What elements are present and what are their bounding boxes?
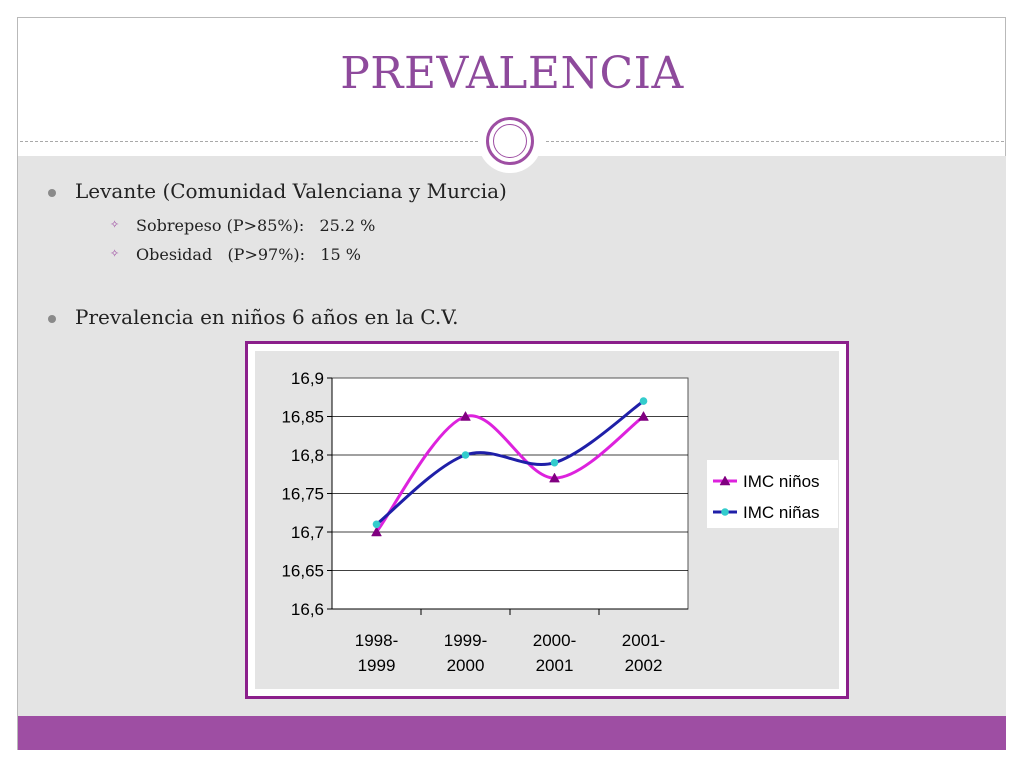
subbullet-mark-icon: ✧: [110, 247, 120, 260]
y-tick-label: 16,65: [281, 562, 324, 581]
bullet-dot-icon: [48, 189, 56, 197]
data-point: [550, 458, 559, 467]
legend-marker: [719, 475, 731, 486]
subbullet-label: Obesidad (P>97%):: [136, 245, 306, 264]
bullet-text: Levante (Comunidad Valenciana y Murcia): [75, 179, 507, 203]
line-chart: 16,6 16,65 16,7 16,75 16,8 16,85 16,9 1998- 1999…: [281, 369, 838, 675]
subbullet-value: 15 %: [320, 245, 361, 264]
legend-box: [707, 460, 838, 528]
bullet-dot-icon: [48, 315, 56, 323]
x-tick-label: 2000: [447, 656, 485, 675]
legend-label: IMC niñas: [743, 503, 820, 522]
x-tick-label: 1998-: [355, 631, 398, 650]
data-point: [638, 410, 649, 421]
data-point: [639, 397, 648, 405]
chart-container: 16,6 16,65 16,7 16,75 16,8 16,85 16,9 1998- 1999…: [245, 341, 849, 699]
subbullet-text: Obesidad (P>97%): 15 %: [136, 245, 361, 264]
subbullet-text: Sobrepeso (P>85%): 25.2 %: [136, 216, 375, 235]
x-tick-label: 1999-: [444, 631, 487, 650]
y-tick-label: 16,6: [291, 600, 324, 619]
slide-title: PREVALENCIA: [340, 48, 684, 99]
subbullet-label: Sobrepeso (P>85%):: [136, 216, 305, 235]
bullet-text: Prevalencia en niños 6 años en la C.V.: [75, 305, 459, 329]
series-line: [375, 399, 645, 526]
y-tick-label: 16,7: [291, 523, 324, 542]
title-separator-left: [20, 141, 478, 142]
x-tick-label: 2000-: [533, 631, 576, 650]
title-separator-right: [546, 141, 1004, 142]
ring-inner: [493, 124, 527, 158]
x-tick-label: 2001: [536, 656, 574, 675]
subbullet-mark-icon: ✧: [110, 218, 120, 231]
data-point: [549, 472, 560, 483]
subbullet-value: 25.2 %: [319, 216, 376, 235]
y-tick-label: 16,75: [281, 485, 324, 504]
legend-marker: [721, 508, 729, 516]
data-point: [372, 520, 381, 529]
y-tick-label: 16,85: [281, 408, 324, 427]
ring-outer: [486, 117, 534, 165]
data-point: [461, 451, 470, 459]
x-tick-label: 1999: [358, 656, 396, 675]
footer-bar: [18, 716, 1006, 750]
x-tick-label: 2002: [625, 656, 663, 675]
legend-label: IMC niños: [743, 472, 820, 491]
y-tick-label: 16,8: [291, 446, 324, 465]
y-tick-label: 16,9: [291, 369, 324, 388]
data-point: [460, 410, 471, 421]
x-tick-label: 2001-: [622, 631, 665, 650]
ring-ornament-icon: [478, 109, 542, 173]
data-point: [371, 526, 382, 537]
series-line: [375, 414, 645, 533]
